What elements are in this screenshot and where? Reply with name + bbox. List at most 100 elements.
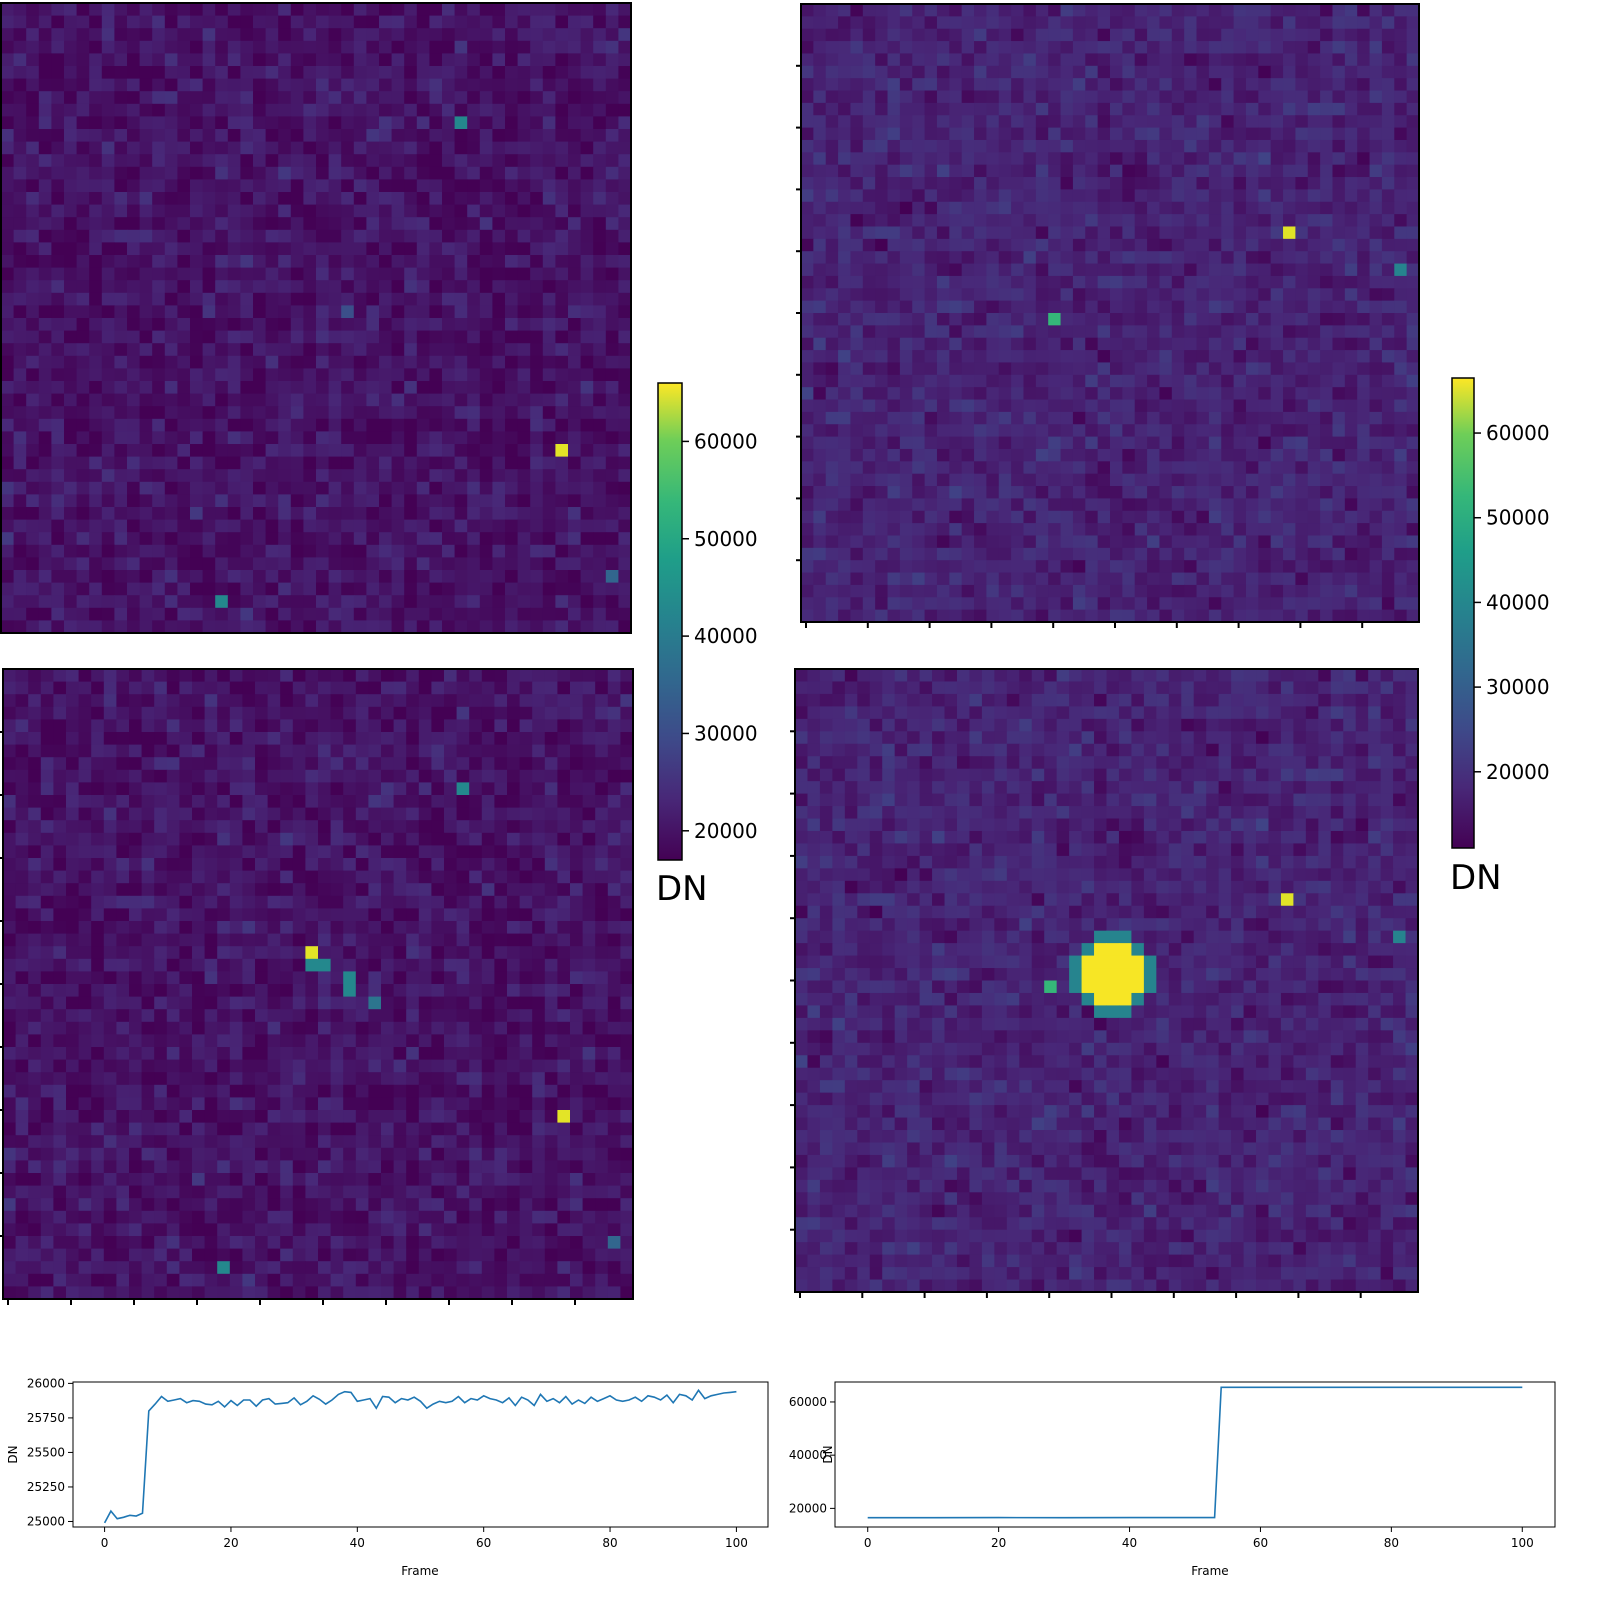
heatmap-pixel [479, 431, 493, 445]
heatmap-pixel [267, 1198, 281, 1212]
heatmap-pixel [164, 229, 178, 243]
heatmap-pixel [429, 456, 443, 470]
heatmap-pixel [519, 870, 533, 884]
heatmap-pixel [204, 694, 218, 708]
heatmap-pixel [607, 984, 621, 998]
heatmap-pixel [519, 858, 533, 872]
heatmap-pixel [267, 1009, 281, 1023]
heatmap-pixel [507, 1173, 521, 1187]
heatmap-pixel [568, 204, 582, 218]
heatmap-pixel [202, 494, 216, 508]
heatmap-pixel [393, 946, 407, 960]
heatmap-pixel [240, 204, 254, 218]
heatmap-pixel [101, 116, 115, 130]
heatmap-pixel [570, 1135, 584, 1149]
heatmap-pixel [570, 782, 584, 796]
heatmap-pixel [215, 343, 229, 357]
heatmap-pixel [507, 706, 521, 720]
heatmap-pixel [3, 782, 17, 796]
heatmap-pixel [116, 958, 130, 972]
heatmap-pixel [28, 1034, 42, 1048]
heatmap-pixel [330, 744, 344, 758]
heatmap-pixel [290, 620, 304, 634]
heatmap-pixel [570, 1009, 584, 1023]
heatmap-pixel [292, 1210, 306, 1224]
heatmap-pixel [179, 1223, 193, 1237]
heatmap-pixel [127, 393, 141, 407]
heatmap-pixel [290, 570, 304, 584]
heatmap-pixel [177, 494, 191, 508]
heatmap-pixel [442, 381, 456, 395]
heatmap-pixel [114, 166, 128, 180]
heatmap-pixel [605, 544, 619, 558]
heatmap-pixel [544, 908, 558, 922]
heatmap-pixel [265, 28, 279, 42]
heatmap-pixel [229, 946, 243, 960]
heatmap-pixel [255, 669, 269, 683]
heatmap-pixel [177, 15, 191, 29]
heatmap-pixel [318, 883, 332, 897]
heatmap-pixel [341, 393, 355, 407]
heatmap-pixel [444, 1236, 458, 1250]
heatmap-pixel [305, 782, 319, 796]
heatmap-pixel [192, 933, 206, 947]
heatmap-pixel [481, 1248, 495, 1262]
heatmap-pixel [456, 669, 470, 683]
heatmap-pixel [393, 1009, 407, 1023]
heatmap-pixel [40, 769, 54, 783]
heatmap-pixel [343, 1147, 357, 1161]
heatmap-pixel [139, 267, 153, 281]
heatmap-pixel [368, 1135, 382, 1149]
heatmap-pixel [353, 141, 367, 155]
heatmap-pixel [64, 192, 78, 206]
heatmap-pixel [267, 958, 281, 972]
heatmap-pixel [316, 507, 330, 521]
heatmap-pixel [255, 971, 269, 985]
heatmap-pixel [330, 820, 344, 834]
heatmap-pixel [101, 318, 115, 332]
heatmap-pixel [103, 832, 117, 846]
heatmap-pixel [318, 1185, 332, 1199]
heatmap-pixel [89, 229, 103, 243]
heatmap-pixel [51, 418, 65, 432]
heatmap-pixel [76, 166, 90, 180]
heatmap-pixel [595, 1210, 609, 1224]
heatmap-pixel [620, 1198, 634, 1212]
heatmap-pixel [15, 1021, 29, 1035]
heatmap-pixel [240, 582, 254, 596]
heatmap-pixel [280, 1097, 294, 1111]
heatmap-pixel [557, 832, 571, 846]
heatmap-pixel [240, 166, 254, 180]
heatmap-pixel [532, 1034, 546, 1048]
heatmap-pixel [343, 1047, 357, 1061]
heatmap-pixel [431, 832, 445, 846]
heatmap-pixel [28, 719, 42, 733]
heatmap-pixel [467, 141, 481, 155]
heatmap-pixel [217, 1147, 231, 1161]
heatmap-pixel [139, 620, 153, 634]
heatmap-pixel [582, 1072, 596, 1086]
heatmap-pixel [66, 757, 80, 771]
heatmap-pixel [89, 179, 103, 193]
heatmap-pixel [318, 1110, 332, 1124]
heatmap-pixel [467, 507, 481, 521]
heatmap-pixel [26, 620, 40, 634]
heatmap-pixel [519, 1097, 533, 1111]
heatmap-pixel [620, 832, 634, 846]
heatmap-pixel [101, 507, 115, 521]
heatmap-pixel [78, 883, 92, 897]
heatmap-pixel [38, 343, 52, 357]
heatmap-pixel [582, 1097, 596, 1111]
heatmap-pixel [1, 318, 15, 332]
heatmap-pixel [379, 53, 393, 67]
heatmap-pixel [280, 1198, 294, 1212]
heatmap-pixel [381, 795, 395, 809]
heatmap-pixel [404, 267, 418, 281]
heatmap-pixel [192, 895, 206, 909]
heatmap-pixel [406, 782, 420, 796]
heatmap-pixel [64, 444, 78, 458]
heatmap-pixel [78, 757, 92, 771]
heatmap-pixel [78, 1236, 92, 1250]
heatmap-pixel [542, 456, 556, 470]
heatmap-pixel [242, 1110, 256, 1124]
